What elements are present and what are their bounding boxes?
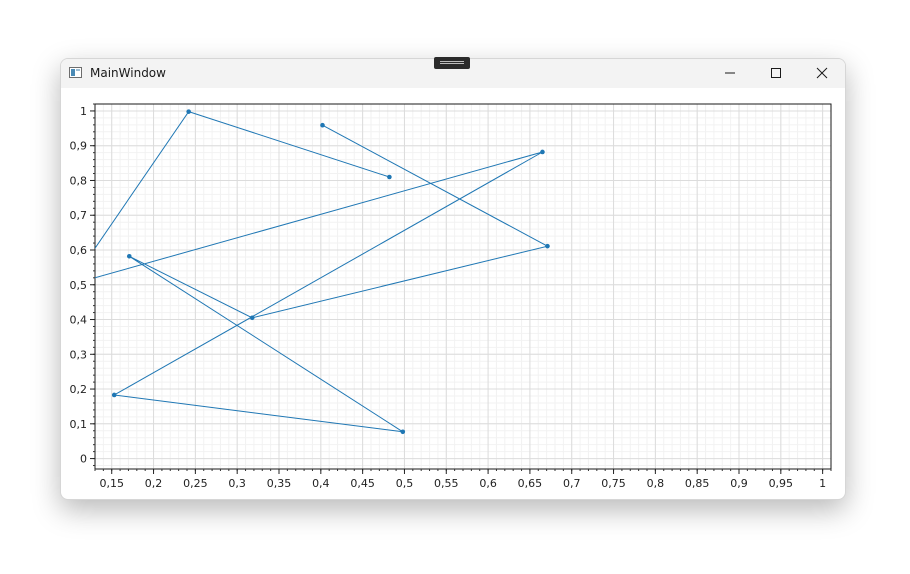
x-tick-label: 0,55 (434, 477, 459, 490)
minimize-button[interactable] (707, 59, 753, 88)
x-tick-label: 0,3 (228, 477, 246, 490)
x-tick-label: 0,45 (350, 477, 375, 490)
y-tick-label: 0,6 (70, 244, 88, 257)
maximize-icon (771, 68, 781, 78)
data-point (249, 315, 255, 321)
data-point (320, 122, 325, 128)
maximize-button[interactable] (753, 59, 799, 88)
y-tick-label: 0,3 (70, 348, 88, 361)
window-title: MainWindow (90, 66, 166, 80)
series-line (95, 111, 549, 433)
x-tick-label: 1 (819, 477, 826, 490)
drag-handle[interactable] (434, 57, 470, 69)
x-tick-label: 0,35 (267, 477, 292, 490)
y-tick-label: 0,8 (70, 174, 88, 187)
y-tick-label: 0 (80, 453, 87, 466)
x-tick-label: 0,75 (601, 477, 626, 490)
x-tick-label: 0,9 (730, 477, 748, 490)
x-tick-label: 0,65 (518, 477, 543, 490)
close-button[interactable] (799, 59, 845, 88)
minimize-icon (725, 72, 735, 74)
y-tick-label: 0,9 (70, 140, 88, 153)
x-tick-label: 0,8 (647, 477, 665, 490)
data-point (545, 243, 550, 249)
y-tick-label: 0,5 (70, 279, 88, 292)
y-tick-label: 1 (80, 105, 87, 118)
close-icon (816, 67, 828, 79)
y-tick-label: 0,7 (70, 209, 88, 222)
y-tick-label: 0,1 (70, 418, 88, 431)
data-point (126, 253, 132, 259)
x-tick-label: 0,15 (99, 477, 124, 490)
data-point (400, 429, 406, 435)
x-tick-label: 0,85 (685, 477, 710, 490)
data-point (387, 174, 392, 180)
x-tick-label: 0,95 (769, 477, 794, 490)
x-tick-label: 0,4 (312, 477, 330, 490)
x-tick-label: 0,2 (145, 477, 163, 490)
x-tick-label: 0,7 (563, 477, 581, 490)
window-app-icon (69, 67, 82, 78)
line-chart: 0,15 0,2 0,25 0,3 0,35 0,4 0,45 0,5 0,55 0,6 0,65 0… (70, 103, 832, 490)
drag-handle-icon (440, 61, 464, 64)
y-tick-label: 0,4 (70, 314, 88, 327)
x-tick-label: 0,25 (183, 477, 208, 490)
y-tick-label: 0,2 (70, 383, 88, 396)
data-point (186, 109, 191, 114)
data-point (540, 149, 545, 155)
data-point (111, 392, 117, 398)
x-tick-label: 0,6 (479, 477, 497, 490)
x-tick-label: 0,5 (396, 477, 414, 490)
